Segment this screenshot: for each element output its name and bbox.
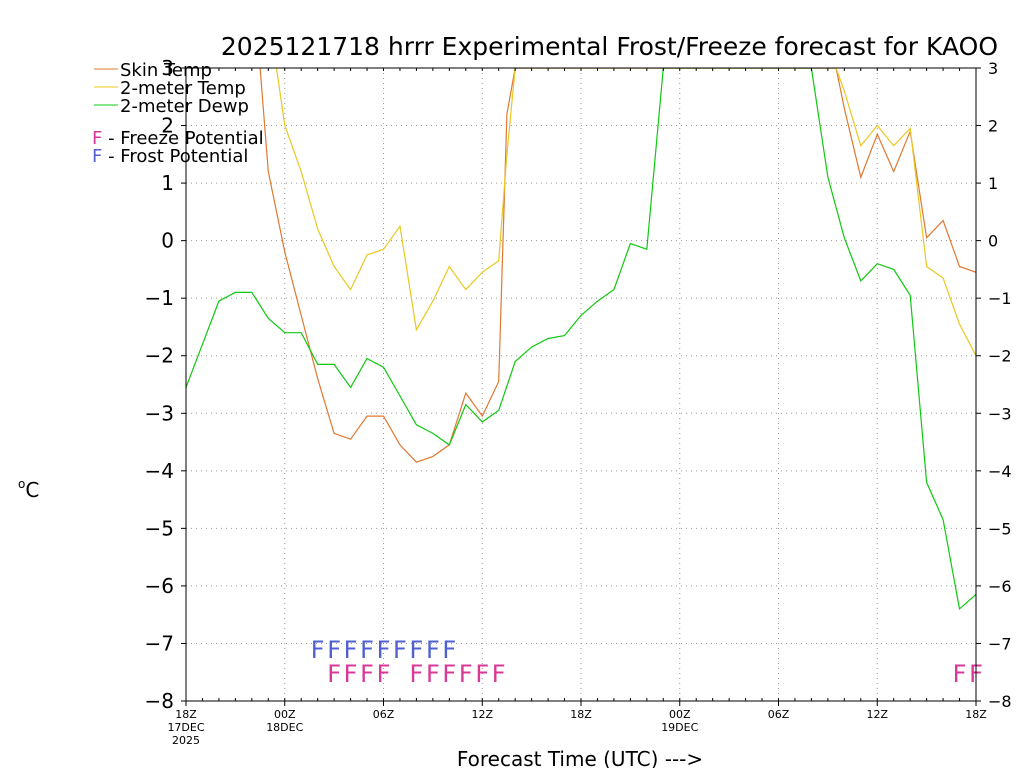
- legend-label-skin-temp: Skin Temp: [120, 60, 212, 81]
- y-tick-label-left: 0: [161, 229, 174, 253]
- y-tick-label-right: 0: [988, 232, 998, 251]
- frost-marker: F: [442, 636, 456, 664]
- y-tick-label-right: −5: [988, 519, 1012, 538]
- y-tick-label-left: −6: [145, 574, 174, 598]
- y-tick-label-right: −2: [988, 347, 1012, 366]
- series-line-2-meter-temp: [275, 68, 976, 356]
- x-tick-sublabel: 18DEC: [266, 721, 303, 734]
- y-tick-label-right: 2: [988, 117, 998, 136]
- freeze-marker: F: [492, 660, 506, 688]
- y-tick-label-right: −1: [988, 289, 1012, 308]
- frost-marker: F: [393, 636, 407, 664]
- legend-freeze-potential: F - Freeze Potential: [92, 128, 264, 149]
- y-tick-label-left: −2: [145, 344, 174, 368]
- y-tick-label-right: −4: [988, 462, 1012, 481]
- y-axis-unit: C: [25, 478, 39, 502]
- x-tick-sublabel: 17DEC: [167, 721, 204, 734]
- y-tick-label-right: −6: [988, 577, 1012, 596]
- x-tick-label: 18Z: [175, 708, 197, 721]
- frost-marker: F: [344, 636, 358, 664]
- y-tick-label-left: −5: [145, 516, 174, 540]
- x-axis-label: Forecast Time (UTC) --->: [457, 747, 703, 768]
- y-tick-label-right: −8: [988, 692, 1012, 711]
- freeze-marker: F: [360, 660, 374, 688]
- legend: Skin Temp 2-meter Temp 2-meter Dewp F - …: [92, 60, 264, 167]
- frost-marker: F: [327, 636, 341, 664]
- y-tick-label-left: −8: [145, 689, 174, 713]
- frost-letter: F: [92, 146, 102, 167]
- legend-frost-potential: F - Frost Potential: [92, 146, 248, 167]
- chart-title: 2025121718 hrrr Experimental Frost/Freez…: [221, 32, 998, 61]
- freeze-label: - Freeze Potential: [102, 128, 263, 149]
- freeze-marker: F: [953, 660, 967, 688]
- y-tick-label-right: −3: [988, 404, 1012, 423]
- frost-label: - Frost Potential: [102, 146, 248, 167]
- legend-label-2m-temp: 2-meter Temp: [120, 78, 246, 99]
- x-tick-label: 06Z: [768, 708, 790, 721]
- series-lines: [186, 68, 976, 611]
- y-axis-label: oC: [18, 477, 39, 502]
- x-tick-sublabel: 2025: [172, 734, 200, 747]
- x-tick-label: 18Z: [570, 708, 592, 721]
- legend-label-2m-dewp: 2-meter Dewp: [120, 96, 249, 117]
- x-tick-label: 12Z: [866, 708, 888, 721]
- x-tick-label: 06Z: [373, 708, 395, 721]
- y-tick-label-left: −1: [145, 286, 174, 310]
- freeze-marker: F: [475, 660, 489, 688]
- freeze-marker: F: [327, 660, 341, 688]
- frost-marker: F: [360, 636, 374, 664]
- frost-marker: F: [377, 636, 391, 664]
- frost-marker: F: [426, 636, 440, 664]
- y-tick-label-left: −3: [145, 401, 174, 425]
- axes: 3 3 2 2 1 1 0 0 −1 −1 −2 −2 −3 −3 −4 −4 −5 −5 −6 −6 −7 −7 −8 −8…: [145, 56, 1012, 747]
- x-tick-sublabel: 19DEC: [661, 721, 698, 734]
- grid-lines: [186, 68, 976, 701]
- freeze-marker: F: [442, 660, 456, 688]
- freeze-marker: F: [344, 660, 358, 688]
- freeze-marker: F: [426, 660, 440, 688]
- y-tick-label-left: −7: [145, 631, 174, 655]
- x-tick-label: 00Z: [274, 708, 296, 721]
- y-tick-label-right: 3: [988, 59, 998, 78]
- y-tick-label-right: 1: [988, 174, 998, 193]
- y-tick-label-left: 1: [161, 171, 174, 195]
- freeze-marker: F: [377, 660, 391, 688]
- y-tick-label-left: −4: [145, 459, 174, 483]
- y-axis-degree: o: [18, 477, 25, 491]
- y-tick-label-left: 2: [161, 114, 174, 138]
- freeze-marker: F: [459, 660, 473, 688]
- y-tick-label-right: −7: [988, 634, 1012, 653]
- freeze-marker: F: [410, 660, 424, 688]
- frost-marker: F: [410, 636, 424, 664]
- series-line-2-meter-dewp: [186, 68, 976, 611]
- potential-markers: F F F F F F F F FF F F F F F F F F F F F: [311, 636, 983, 688]
- frost-marker: F: [311, 636, 325, 664]
- freeze-letter: F: [92, 128, 102, 149]
- x-tick-label: 00Z: [669, 708, 691, 721]
- series-line-skin-temp: [259, 68, 976, 463]
- x-tick-label: 18Z: [965, 708, 987, 721]
- x-tick-label: 12Z: [471, 708, 493, 721]
- y-tick-label-left: 3: [161, 56, 174, 80]
